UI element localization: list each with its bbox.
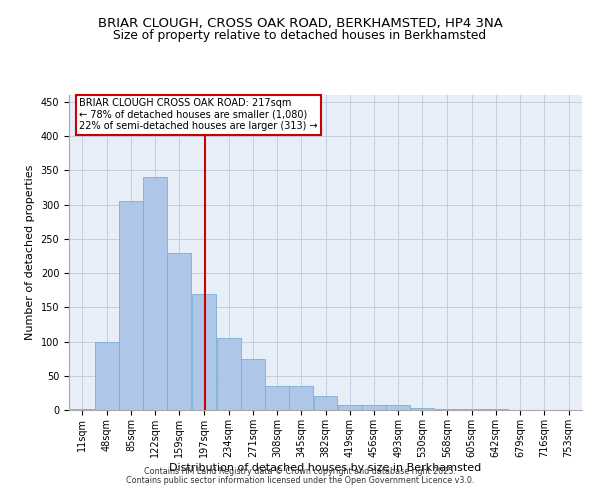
Bar <box>143 177 167 410</box>
Bar <box>410 408 434 410</box>
Text: BRIAR CLOUGH CROSS OAK ROAD: 217sqm
← 78% of detached houses are smaller (1,080): BRIAR CLOUGH CROSS OAK ROAD: 217sqm ← 78… <box>79 98 318 132</box>
X-axis label: Distribution of detached houses by size in Berkhamsted: Distribution of detached houses by size … <box>169 462 482 472</box>
Text: Contains public sector information licensed under the Open Government Licence v3: Contains public sector information licen… <box>126 476 474 485</box>
Bar <box>241 358 265 410</box>
Bar <box>119 201 143 410</box>
Bar <box>192 294 216 410</box>
Bar <box>95 342 119 410</box>
Text: Contains HM Land Registry data © Crown copyright and database right 2025.: Contains HM Land Registry data © Crown c… <box>144 467 456 476</box>
Bar <box>70 408 94 410</box>
Text: Size of property relative to detached houses in Berkhamsted: Size of property relative to detached ho… <box>113 29 487 42</box>
Bar <box>265 386 289 410</box>
Bar <box>338 404 362 410</box>
Y-axis label: Number of detached properties: Number of detached properties <box>25 165 35 340</box>
Bar <box>386 404 410 410</box>
Bar <box>314 396 337 410</box>
Text: BRIAR CLOUGH, CROSS OAK ROAD, BERKHAMSTED, HP4 3NA: BRIAR CLOUGH, CROSS OAK ROAD, BERKHAMSTE… <box>98 18 502 30</box>
Bar <box>289 386 313 410</box>
Bar <box>167 252 191 410</box>
Bar <box>362 404 386 410</box>
Bar <box>217 338 241 410</box>
